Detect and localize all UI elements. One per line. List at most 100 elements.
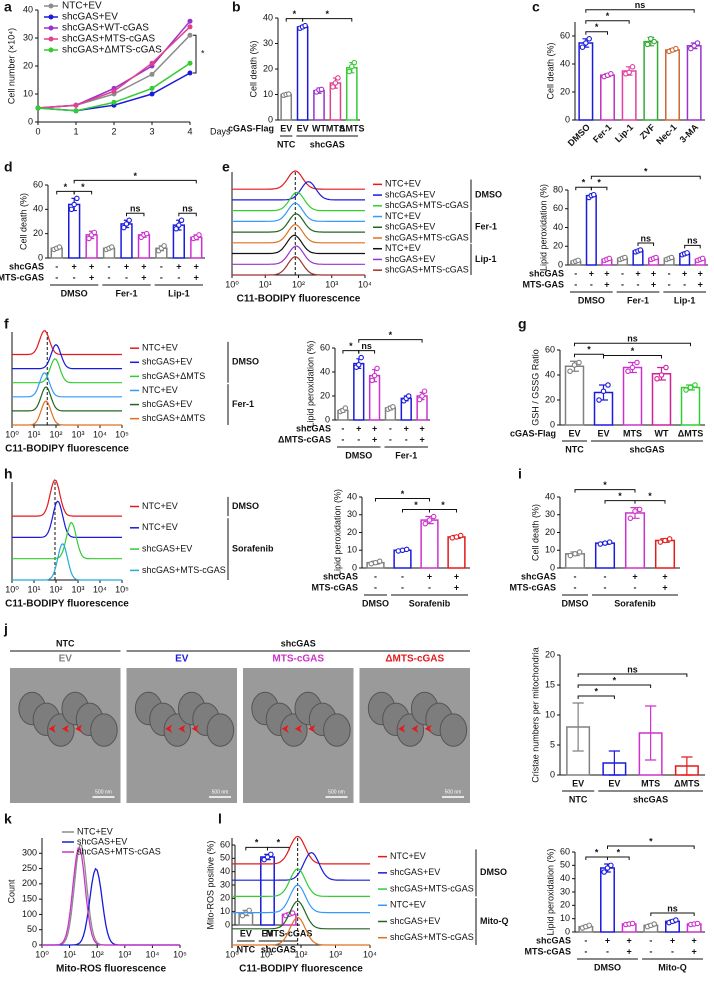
y-tick-label: 0 bbox=[550, 769, 555, 779]
significance-bracket bbox=[574, 353, 604, 358]
data-point bbox=[590, 191, 597, 198]
data-point bbox=[687, 384, 694, 391]
significance-label: ns bbox=[130, 204, 141, 214]
bar bbox=[564, 365, 585, 426]
y-tick-label: 60 bbox=[33, 179, 43, 189]
significance-bracket bbox=[585, 9, 695, 13]
x-tick-label: WT bbox=[312, 123, 326, 133]
y-tick-label: 0 bbox=[38, 252, 43, 262]
x-tick-label: - bbox=[341, 423, 344, 433]
x-tick-label: 10³ bbox=[71, 584, 84, 594]
histogram-curve bbox=[232, 181, 365, 201]
bar bbox=[680, 386, 701, 426]
point bbox=[149, 91, 155, 97]
data-point bbox=[121, 224, 127, 231]
significance-bracket bbox=[590, 186, 608, 191]
data-point bbox=[651, 921, 657, 927]
point bbox=[187, 70, 193, 76]
y-tick-label: 0 bbox=[550, 419, 555, 429]
data-point bbox=[374, 365, 380, 372]
data-point bbox=[126, 217, 132, 224]
significance-bracket bbox=[684, 244, 701, 249]
x-tick-label: EV bbox=[608, 778, 620, 788]
data-point bbox=[416, 396, 423, 403]
group-label: NTC bbox=[277, 139, 296, 149]
x-tick-label: - bbox=[405, 434, 408, 444]
scale-label: 500 nm bbox=[328, 789, 345, 795]
significance-label: * bbox=[648, 491, 652, 501]
significance-bracket bbox=[429, 509, 457, 513]
x-tick-label: 10⁴ bbox=[363, 949, 377, 959]
legend-label: NTC+EV bbox=[77, 826, 113, 836]
data-point bbox=[390, 404, 396, 410]
data-point bbox=[196, 232, 202, 238]
data-point bbox=[349, 63, 355, 70]
data-point bbox=[575, 257, 581, 264]
data-point bbox=[673, 45, 679, 52]
error-bar bbox=[608, 750, 620, 776]
bar bbox=[622, 366, 643, 426]
significance-bracket bbox=[650, 912, 695, 916]
x-tick-label: + bbox=[698, 268, 703, 278]
data-point bbox=[586, 922, 592, 929]
group-label: DMSO bbox=[594, 962, 621, 972]
group-label: shcGAS bbox=[310, 139, 345, 149]
row-label: ΔMTS-cGAS bbox=[278, 434, 331, 444]
group-label: DMSO bbox=[232, 357, 259, 367]
data-point bbox=[330, 84, 336, 90]
x-tick-label: + bbox=[692, 935, 697, 945]
significance-bracket bbox=[634, 500, 666, 504]
group-label: DMSO bbox=[562, 598, 589, 608]
scale-label: 500 nm bbox=[212, 789, 229, 795]
data-point bbox=[369, 377, 375, 384]
significance-label: * bbox=[603, 480, 607, 490]
point bbox=[187, 24, 193, 30]
data-point bbox=[629, 364, 636, 371]
y-tick-label: 60 bbox=[553, 203, 563, 213]
y-tick-label: 40 bbox=[545, 369, 555, 379]
histogram-curve bbox=[42, 867, 180, 946]
image-label: MTS-cGAS bbox=[272, 654, 324, 665]
row-label: shcGAS bbox=[323, 571, 358, 581]
x-tick-label: - bbox=[160, 261, 163, 271]
x-tick-label: - bbox=[160, 272, 163, 282]
x-tick-label: 10² bbox=[49, 584, 62, 594]
significance-label: * bbox=[349, 341, 353, 351]
x-tick-label: + bbox=[72, 261, 77, 271]
x-axis-label: Days bbox=[210, 126, 231, 136]
data-point bbox=[658, 372, 665, 378]
arrowhead bbox=[398, 724, 406, 733]
y-axis-label: Cell death (%) bbox=[18, 193, 28, 250]
data-point bbox=[668, 254, 675, 261]
data-point bbox=[246, 907, 252, 914]
y-tick-label: 40 bbox=[263, 12, 273, 22]
x-tick-label: + bbox=[454, 582, 459, 592]
significance-bracket bbox=[342, 350, 360, 354]
significance-label: * bbox=[277, 838, 281, 848]
bar bbox=[420, 519, 439, 569]
row-label: MTS-cGAS bbox=[524, 946, 571, 956]
point bbox=[73, 102, 79, 108]
significance-label: ns bbox=[687, 236, 698, 246]
data-point bbox=[358, 354, 364, 361]
arrowhead bbox=[294, 724, 302, 733]
x-tick-label: + bbox=[662, 582, 667, 592]
data-point bbox=[683, 387, 689, 393]
legend-label: shcGAS+MTS-cGAS bbox=[385, 232, 469, 242]
x-tick-label: + bbox=[605, 935, 610, 945]
y-tick-label: 20 bbox=[320, 390, 330, 400]
significance-label: * bbox=[595, 22, 599, 32]
x-tick-label: 4 bbox=[187, 126, 192, 136]
x-tick-label: 10³ bbox=[71, 429, 84, 439]
y-tick-label: 0 bbox=[565, 926, 570, 936]
panel-label: d bbox=[4, 159, 13, 175]
legend-label: shcGAS+MTS-cGAS bbox=[142, 565, 226, 575]
y-tick-label: 30 bbox=[545, 509, 555, 519]
data-point bbox=[684, 250, 690, 256]
data-point bbox=[91, 229, 98, 236]
x-tick-label: 10² bbox=[91, 949, 104, 959]
significance-label: * bbox=[133, 171, 137, 181]
arrowhead bbox=[424, 724, 432, 733]
data-point bbox=[597, 541, 604, 547]
significance-label: ns bbox=[627, 334, 638, 344]
